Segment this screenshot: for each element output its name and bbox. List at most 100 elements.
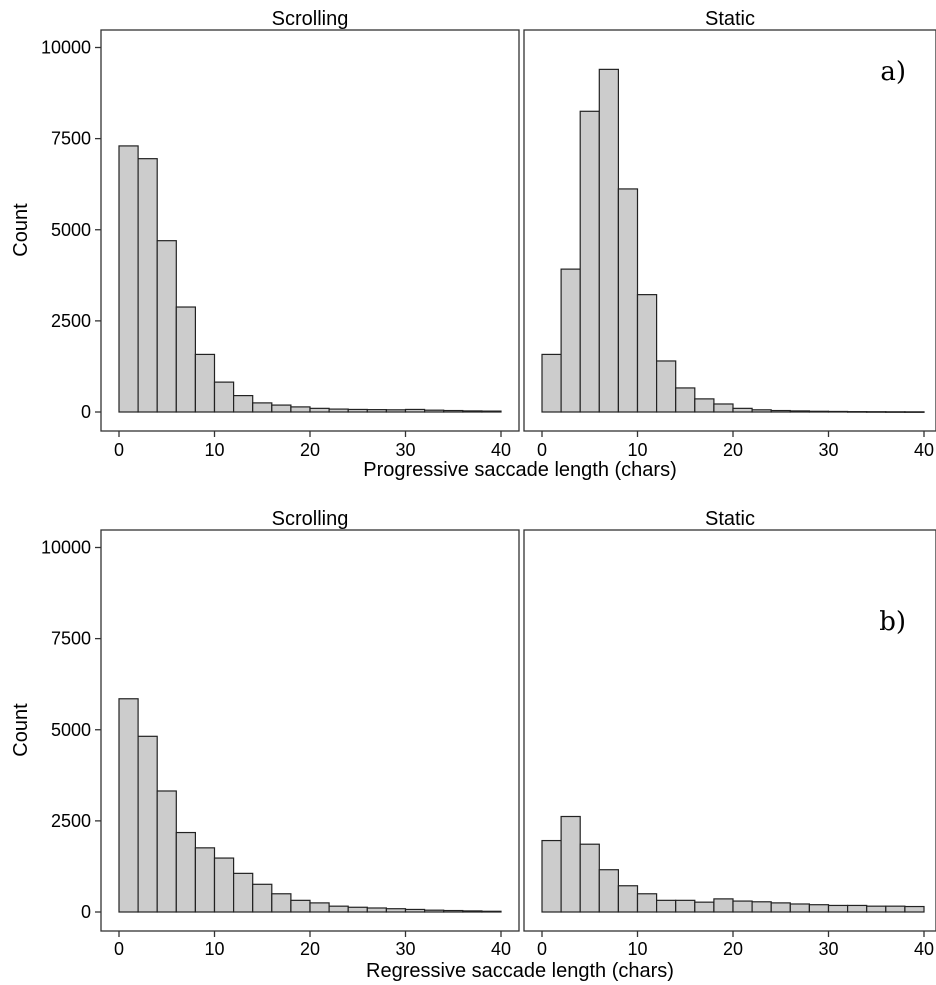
histogram-bar [271, 893, 292, 913]
histogram-bar [541, 839, 562, 913]
histogram-bar [866, 905, 887, 913]
facet-title: Scrolling [272, 8, 349, 30]
x-tick-label: 40 [491, 939, 511, 959]
histogram-bar [213, 857, 235, 913]
histogram-bar [385, 409, 407, 413]
histogram-bar [233, 394, 254, 413]
x-tick-label: 40 [914, 440, 934, 460]
x-tick-label: 40 [914, 939, 934, 959]
histogram-bar [213, 381, 235, 413]
x-tick-label: 20 [300, 440, 320, 460]
histogram-bar [462, 410, 483, 413]
panel-letter: b) [879, 607, 906, 637]
histogram-bar [827, 410, 849, 413]
histogram-bar [290, 406, 311, 413]
histogram-bar [827, 904, 849, 913]
y-tick-label: 0 [81, 402, 91, 422]
x-tick-label: 20 [723, 939, 743, 959]
histogram-bar [424, 909, 445, 913]
histogram-bar [598, 869, 619, 913]
histogram-bar [156, 790, 177, 913]
panel-letter: a) [880, 57, 906, 87]
histogram-bar [560, 268, 581, 413]
x-tick-label: 0 [114, 440, 124, 460]
y-tick-label: 10000 [41, 38, 91, 58]
histogram-bar [560, 815, 581, 913]
histogram-bar [846, 904, 868, 913]
histogram-bar [366, 409, 387, 413]
histogram-bar [481, 910, 502, 913]
histogram-bar [156, 240, 177, 413]
histogram-bar [713, 898, 734, 913]
histogram-bar [655, 899, 677, 913]
histogram-bar [194, 847, 216, 913]
x-tick-label: 10 [204, 440, 224, 460]
histogram-bar [617, 188, 639, 413]
histogram-bar [194, 353, 216, 413]
x-tick-label: 40 [491, 440, 511, 460]
x-axis-title: Regressive saccade length (chars) [366, 960, 674, 982]
histogram-bar [290, 899, 311, 913]
histogram-bar [598, 68, 619, 413]
facet-title: Static [705, 508, 755, 530]
histogram-bar [904, 411, 925, 413]
histogram-bar [732, 407, 753, 413]
histogram-bar [347, 408, 368, 413]
histogram-bar [904, 905, 925, 913]
histogram-bar [713, 403, 734, 413]
histogram-bar [347, 906, 368, 913]
y-axis-title: Count [10, 703, 32, 757]
histogram-bar [175, 306, 197, 413]
histogram-bar [309, 902, 330, 913]
histogram-bar [751, 901, 772, 913]
histogram-bar [579, 110, 600, 413]
x-tick-label: 30 [395, 939, 415, 959]
y-tick-label: 5000 [51, 220, 91, 240]
histogram-bar [808, 904, 830, 913]
histogram-bar [328, 905, 349, 913]
histogram-bar [443, 409, 464, 413]
histogram-bar [655, 360, 677, 413]
histogram-bar [137, 735, 158, 913]
x-tick-label: 0 [114, 939, 124, 959]
histogram-bar [579, 843, 600, 913]
histogram-bar [366, 907, 387, 913]
y-tick-label: 7500 [51, 129, 91, 149]
x-tick-label: 10 [627, 939, 647, 959]
y-tick-label: 2500 [51, 311, 91, 331]
histogram-bar [175, 831, 197, 913]
histogram-bar [443, 909, 464, 913]
histogram-bar [751, 409, 772, 413]
histogram-bar [675, 899, 696, 913]
histogram-bar [808, 410, 830, 413]
histogram-bar [675, 387, 696, 413]
histogram-bar [252, 883, 273, 913]
histogram-bar [541, 353, 562, 413]
histogram-bar [328, 408, 349, 413]
x-tick-label: 0 [537, 440, 547, 460]
x-tick-label: 10 [204, 939, 224, 959]
x-tick-label: 30 [818, 440, 838, 460]
histogram-bar [770, 409, 791, 413]
panel-frame [523, 29, 936, 432]
histogram-bar [694, 901, 715, 913]
histogram-bar [732, 900, 753, 913]
histogram-bar [694, 398, 715, 413]
histogram-bar [233, 872, 254, 913]
histogram-bar [271, 404, 292, 413]
y-tick-label: 5000 [51, 720, 91, 740]
histogram-bar [404, 908, 426, 913]
y-tick-label: 10000 [41, 538, 91, 558]
y-tick-label: 0 [81, 902, 91, 922]
histogram-bar [885, 411, 906, 413]
histogram-bar [885, 905, 906, 913]
histogram-bar [252, 402, 273, 413]
histogram-bar [118, 698, 139, 913]
y-tick-label: 7500 [51, 629, 91, 649]
y-axis-title: Count [10, 203, 32, 257]
histogram-bar [385, 908, 407, 913]
histogram-bar [309, 407, 330, 413]
histogram-bar [424, 409, 445, 413]
y-tick-label: 2500 [51, 811, 91, 831]
